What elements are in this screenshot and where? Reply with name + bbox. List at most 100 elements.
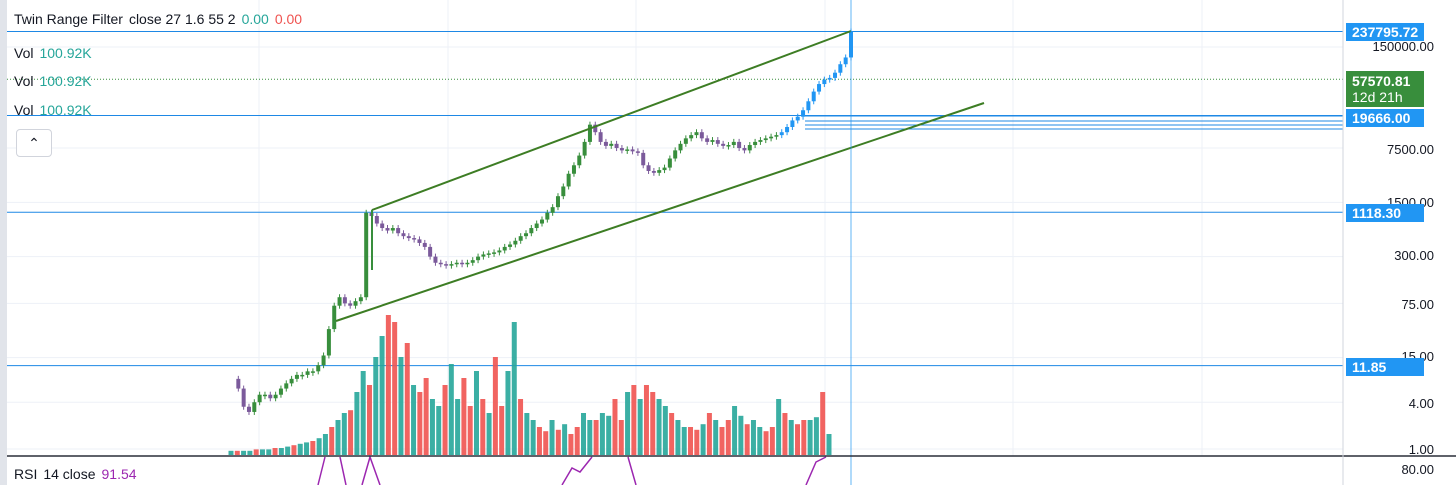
volume-legend-2[interactable]: Vol 100.92K xyxy=(14,73,98,89)
candle-body xyxy=(619,148,624,151)
volume-bar xyxy=(599,413,605,455)
rsi-segment xyxy=(561,456,593,485)
candle-body xyxy=(268,394,273,399)
candle-body xyxy=(417,239,422,243)
volume-label: Vol xyxy=(14,73,34,89)
volume-bar xyxy=(499,406,505,455)
candle-body xyxy=(497,250,502,253)
volume-bar xyxy=(744,424,750,455)
volume-bar xyxy=(411,385,417,455)
chevron-up-icon: ⌃ xyxy=(28,134,40,151)
candle-body xyxy=(646,165,651,171)
last-price: 57570.81 xyxy=(1352,73,1411,89)
collapse-legend-button[interactable]: ⌃ xyxy=(16,129,52,157)
volume-bar xyxy=(247,450,253,455)
candle-body xyxy=(310,371,315,373)
candle-body xyxy=(284,383,289,389)
candle-body xyxy=(502,246,507,251)
candle-body xyxy=(476,256,481,261)
candle-body xyxy=(801,110,806,117)
indicator-value-1: 0.00 xyxy=(241,11,269,27)
candle-body xyxy=(689,135,694,139)
candle-body xyxy=(305,371,310,375)
rsi-segment xyxy=(627,456,637,485)
rsi-segment xyxy=(361,454,381,485)
candle-body xyxy=(593,124,598,133)
candle-body xyxy=(241,388,246,407)
volume-bar xyxy=(801,420,807,455)
candle-body xyxy=(763,138,768,141)
candle-body xyxy=(257,394,262,403)
volume-bar xyxy=(511,322,517,455)
volume-bar xyxy=(253,449,259,455)
candle-body xyxy=(641,152,646,166)
volume-bar xyxy=(329,427,335,455)
volume-bar xyxy=(581,413,587,455)
volume-bar xyxy=(385,315,391,455)
volume-bars xyxy=(228,315,832,455)
candle-body xyxy=(582,141,587,156)
candle-body xyxy=(721,143,726,146)
left-edge xyxy=(0,0,7,485)
volume-bar xyxy=(341,413,347,455)
volume-bar xyxy=(354,392,360,455)
candle-body xyxy=(278,388,283,395)
candle-body xyxy=(673,150,678,159)
candle-body xyxy=(571,165,576,174)
candle-body xyxy=(715,140,720,144)
volume-bar xyxy=(549,420,555,455)
volume-bar xyxy=(656,399,662,455)
volume-bar xyxy=(738,415,744,455)
volume-bar xyxy=(593,420,599,455)
volume-legend-3[interactable]: Vol 100.92K xyxy=(14,102,98,118)
volume-bar xyxy=(442,385,448,455)
candle-body xyxy=(262,394,267,397)
volume-bar xyxy=(788,420,794,455)
volume-bar xyxy=(266,449,272,455)
candle-body xyxy=(769,136,774,139)
volume-bar xyxy=(436,406,442,455)
volume-bar xyxy=(574,427,580,455)
price-tick: 300.00 xyxy=(1394,248,1434,263)
volume-bar xyxy=(555,429,561,455)
candle-body xyxy=(348,303,353,306)
volume-bar xyxy=(455,399,461,455)
volume-bar xyxy=(241,450,247,455)
volume-bar xyxy=(291,445,297,455)
trend-channel[interactable] xyxy=(335,30,985,322)
volume-legend-1[interactable]: Vol 100.92K xyxy=(14,45,98,61)
volume-bar xyxy=(348,410,354,455)
volume-bar xyxy=(480,399,486,455)
volume-value: 100.92K xyxy=(39,102,92,118)
candle-body xyxy=(651,170,656,173)
volume-bar xyxy=(807,420,813,455)
candle-body xyxy=(321,355,326,366)
volume-bar xyxy=(492,357,498,455)
candle-body xyxy=(460,262,465,265)
volume-bar xyxy=(612,399,618,455)
price-badge-low: 11.85 xyxy=(1346,358,1424,376)
volume-bar xyxy=(448,364,454,455)
candle-body xyxy=(401,233,406,237)
candle-body xyxy=(406,236,411,239)
candle-body xyxy=(667,158,672,168)
candle-body xyxy=(332,305,337,330)
candle-body xyxy=(737,141,742,149)
indicator-legend[interactable]: Twin Range Filter close 27 1.6 55 2 0.00 0.… xyxy=(14,11,308,27)
candlesticks xyxy=(236,28,853,415)
volume-bar xyxy=(322,434,328,455)
rsi-legend[interactable]: RSI 14 close 91.54 xyxy=(14,466,143,482)
candle-body xyxy=(598,132,603,142)
volume-bar xyxy=(706,413,712,455)
volume-bar xyxy=(650,392,656,455)
candle-body xyxy=(364,212,369,298)
candle-body xyxy=(625,149,630,151)
candle-body xyxy=(486,253,491,255)
volume-bar xyxy=(757,427,763,455)
price-tick: 75.00 xyxy=(1401,297,1434,312)
price-badge-high: 237795.72 xyxy=(1346,23,1424,41)
channel-upper xyxy=(371,30,852,211)
indicator-name: Twin Range Filter xyxy=(14,11,123,27)
candle-body xyxy=(412,238,417,240)
